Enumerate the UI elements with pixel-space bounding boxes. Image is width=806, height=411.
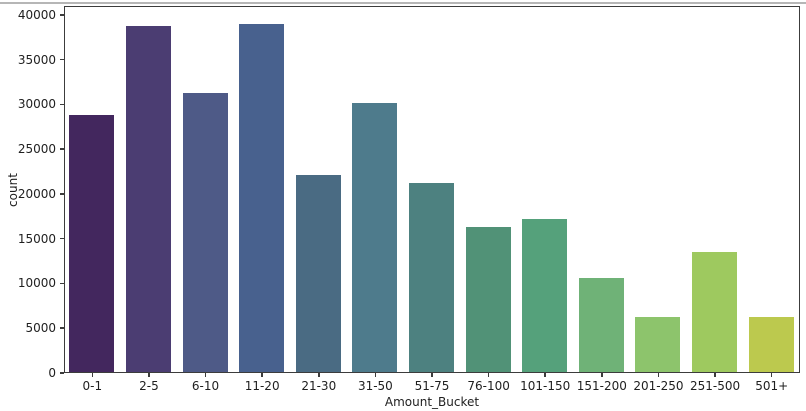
x-tick-label: 51-75 xyxy=(414,379,450,393)
plot-area xyxy=(64,6,800,373)
x-tick-mark xyxy=(601,373,603,377)
bar-11-20 xyxy=(239,23,285,372)
x-tick-mark xyxy=(204,373,207,377)
x-tick-mark xyxy=(770,373,773,377)
x-tick-label: 31-50 xyxy=(357,379,393,393)
y-tick-mark xyxy=(60,237,64,240)
x-tick-label: 251-500 xyxy=(689,379,741,393)
y-tick-mark xyxy=(60,372,64,374)
y-tick-label: 5000 xyxy=(25,321,56,336)
y-tick-label: 30000 xyxy=(17,97,56,112)
y-tick-label: 0 xyxy=(48,366,56,380)
y-tick-mark xyxy=(60,193,64,195)
y-tick-label: 35000 xyxy=(17,52,56,67)
x-tick-mark xyxy=(431,373,433,377)
x-tick-label: 101-150 xyxy=(520,379,571,393)
x-tick-mark xyxy=(487,373,490,377)
bar-76-100 xyxy=(465,227,511,372)
bar-21-30 xyxy=(295,175,341,372)
x-tick-label: 6-10 xyxy=(191,379,220,393)
y-tick-mark xyxy=(60,14,64,16)
window-top-border xyxy=(0,2,806,4)
bar-501+ xyxy=(748,316,794,372)
x-tick-label: 11-20 xyxy=(244,379,280,393)
x-tick-mark xyxy=(657,373,660,377)
x-tick-label: 76-100 xyxy=(467,379,510,393)
x-axis-title: Amount_Bucket xyxy=(384,395,480,409)
x-tick-mark xyxy=(318,373,320,377)
y-tick-mark xyxy=(60,103,64,106)
x-tick-label: 501+ xyxy=(755,379,789,393)
x-tick-label: 201-250 xyxy=(633,379,684,393)
x-tick-label: 2-5 xyxy=(139,379,159,393)
bar-101-150 xyxy=(522,218,568,372)
x-tick-label: 151-200 xyxy=(576,379,627,393)
bar-2-5 xyxy=(125,26,171,372)
x-tick-label: 0-1 xyxy=(82,379,103,393)
y-tick-mark xyxy=(60,327,64,329)
y-tick-label: 10000 xyxy=(17,276,56,291)
bar-251-500 xyxy=(692,252,738,372)
bar-201-250 xyxy=(635,316,681,372)
x-tick-label: 21-30 xyxy=(301,379,337,393)
y-tick-label: 15000 xyxy=(17,231,56,246)
bar-31-50 xyxy=(352,103,398,372)
y-tick-mark xyxy=(60,58,64,61)
x-tick-mark xyxy=(544,373,546,377)
bar-51-75 xyxy=(409,183,454,372)
y-tick-label: 25000 xyxy=(17,142,56,157)
bar-0-1 xyxy=(69,115,115,372)
y-tick-mark xyxy=(60,282,64,285)
x-tick-mark xyxy=(148,373,150,377)
x-tick-mark xyxy=(261,373,263,377)
x-tick-mark xyxy=(374,373,377,377)
y-tick-label: 20000 xyxy=(17,186,56,201)
y-tick-mark xyxy=(60,148,64,150)
bar-151-200 xyxy=(578,278,624,372)
x-tick-mark xyxy=(714,373,716,377)
bar-6-10 xyxy=(182,92,228,372)
y-tick-label: 40000 xyxy=(17,7,56,22)
x-tick-mark xyxy=(91,373,94,377)
